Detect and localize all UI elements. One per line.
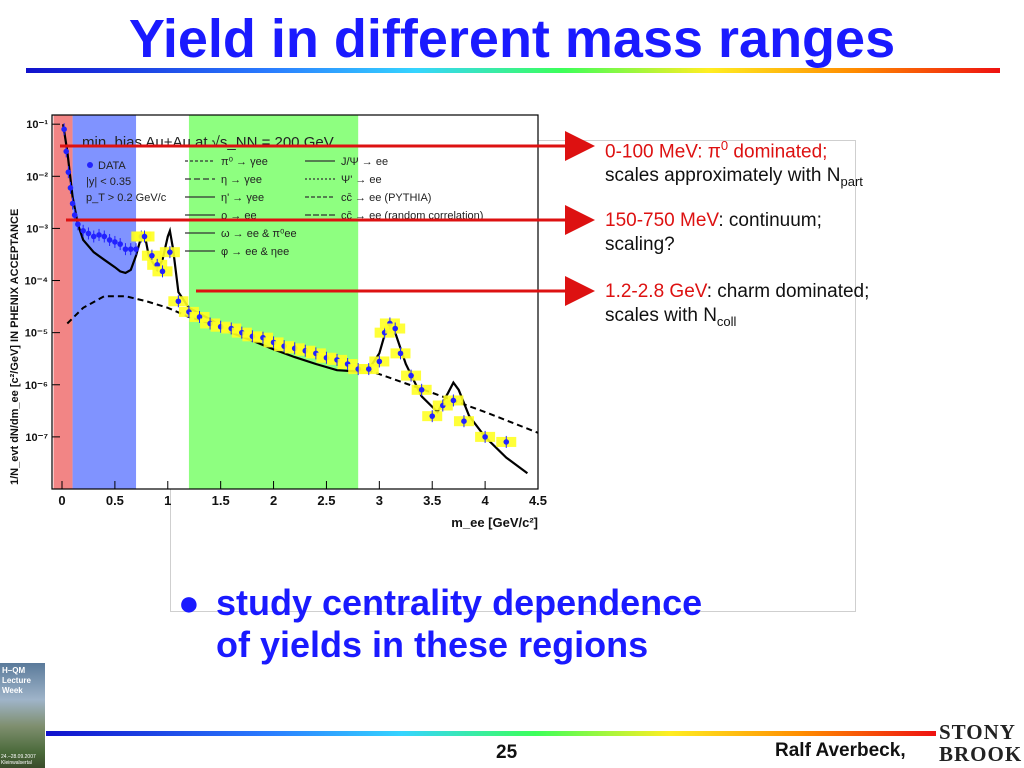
data-point [85, 230, 92, 237]
annotation-range: 0-100 MeV [605, 141, 698, 163]
author-name: Ralf Averbeck, [775, 740, 906, 761]
legend-entry: ω → ee & π⁰ee [221, 228, 297, 240]
mass-region-band-0 [53, 115, 73, 489]
data-point [196, 314, 203, 320]
data-point [96, 232, 102, 238]
page-number: 25 [496, 742, 518, 763]
legend-data-marker [87, 162, 93, 168]
mass-region-band-1 [72, 115, 137, 489]
x-tick-label: 1 [164, 493, 171, 508]
data-point [90, 233, 97, 240]
legend-entry: η' → γee [221, 192, 264, 204]
legend-data-text: |y| < 0.35 [86, 176, 131, 188]
data-point [450, 397, 457, 404]
data-point [503, 439, 510, 445]
data-point [65, 169, 72, 175]
x-axis-label: m_ee [GeV/c²] [451, 515, 538, 530]
x-tick-label: 1.5 [212, 493, 230, 508]
x-tick-label: 0.5 [106, 493, 124, 508]
slide-title: Yield in different mass ranges [128, 9, 896, 69]
data-point [159, 268, 166, 275]
data-point [141, 233, 148, 240]
data-point [117, 241, 123, 247]
x-tick-label: 3.5 [423, 493, 441, 508]
legend-data-text: DATA [98, 160, 126, 172]
y-tick-label: 10⁻⁴ [25, 276, 48, 288]
data-point [408, 372, 414, 379]
data-point [101, 233, 108, 240]
legend-entry: π⁰ → γee [221, 156, 268, 168]
y-tick-label: 10⁻⁷ [25, 432, 48, 444]
data-point [175, 298, 182, 305]
data-point [122, 246, 129, 252]
legend-data-text: p_T > 0.2 GeV/c [86, 192, 167, 204]
data-point [418, 387, 425, 393]
data-point [127, 246, 134, 252]
y-tick-label: 10⁻¹ [26, 119, 48, 131]
data-point [392, 325, 399, 332]
footer-rainbow-line [46, 731, 936, 736]
legend-entry: cc̄ → ee (PYTHIA) [341, 192, 431, 204]
annotation-1-2-2-8-gev: 1.2-2.8 GeV: charm dominated; scales wit… [605, 281, 870, 329]
stony-brook-logo: STONY BROOK [939, 720, 1023, 766]
y-axis-label: 1/N_evt dN/dm_ee [c²/GeV] IN PHENIX ACCE… [9, 209, 21, 485]
data-point [71, 212, 78, 218]
x-tick-label: 4.5 [529, 493, 547, 508]
y-tick-label: 10⁻² [26, 171, 48, 183]
data-point [376, 358, 383, 365]
data-point [461, 418, 467, 424]
y-tick-label: 10⁻⁵ [25, 328, 48, 340]
data-point [154, 262, 160, 268]
data-point [75, 221, 81, 228]
data-point [149, 252, 155, 259]
data-point [106, 237, 113, 243]
data-point [429, 413, 436, 419]
legend-entry: Ψ' → ee [341, 174, 382, 186]
lecture-week-badge: H–QM Lecture Week 24.–28.09.2007 Kleinwa… [0, 663, 45, 768]
data-point [365, 366, 372, 372]
annotation-150-750-mev: 150-750 MeV: continuum; scaling? [605, 210, 822, 255]
data-point [167, 249, 173, 255]
legend-entry: J/Ψ → ee [341, 156, 388, 168]
annotation-0-100-mev: 0-100 MeV: π0 dominated; scales approxim… [605, 138, 863, 190]
plot-border [51, 114, 539, 490]
data-point [61, 126, 67, 133]
data-point [67, 185, 74, 191]
data-point [69, 200, 76, 207]
x-tick-label: 3 [376, 493, 383, 508]
x-tick-label: 0 [58, 493, 65, 508]
bullet-point: ● study centrality dependence of yields … [178, 582, 858, 666]
x-tick-label: 2 [270, 493, 277, 508]
annotation-range: 150-750 MeV [605, 210, 719, 231]
y-tick-label: 10⁻³ [26, 223, 48, 235]
data-point [112, 239, 118, 245]
bullet-line-1: study centrality dependence [216, 582, 703, 623]
bullet-line-2: of yields in these regions [216, 624, 649, 665]
x-tick-label: 4 [481, 493, 489, 508]
title-underline-rainbow [26, 68, 1000, 73]
x-tick-label: 2.5 [317, 493, 335, 508]
bullet-dot-icon: ● [178, 582, 200, 623]
data-point [63, 148, 70, 155]
legend-entry: η → γee [221, 174, 262, 186]
data-point [397, 350, 404, 357]
mass-region-band-2 [188, 115, 359, 489]
y-tick-label: 10⁻⁶ [25, 380, 48, 392]
data-point [482, 434, 488, 440]
data-point [80, 227, 86, 234]
data-point [133, 246, 139, 252]
legend-entry: φ → ee & ηee [221, 246, 289, 258]
annotation-range: 1.2-2.8 GeV [605, 281, 707, 302]
